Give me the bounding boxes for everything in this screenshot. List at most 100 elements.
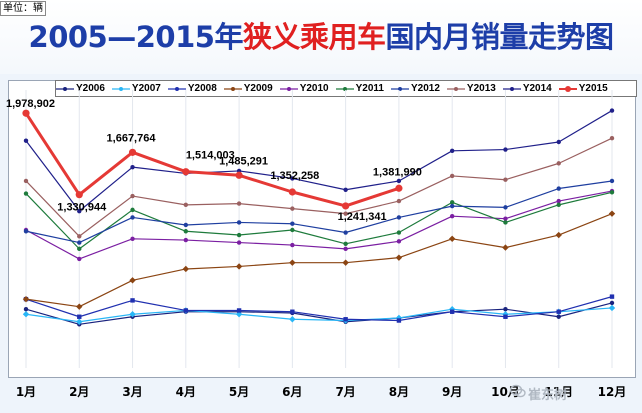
data-point-y2010 [503, 216, 508, 221]
data-point-y2011 [556, 202, 561, 208]
data-point-y2010 [77, 256, 82, 262]
legend-label: Y2007 [131, 83, 161, 94]
unit-label: 单位：辆 [0, 1, 46, 16]
data-point-y2014 [396, 178, 402, 184]
legend-label: Y2009 [243, 83, 273, 94]
data-point-y2012 [130, 215, 135, 220]
legend-label: Y2006 [76, 83, 105, 94]
x-tick-label: 8月 [389, 385, 409, 399]
data-point-y2007 [129, 311, 136, 318]
x-tick-label: 9月 [442, 385, 462, 399]
legend-label: Y2011 [355, 83, 384, 94]
data-point-y2012 [236, 220, 242, 225]
data-point-y2011 [290, 227, 295, 233]
data-point-y2011 [130, 207, 135, 213]
legend-swatch [390, 86, 409, 91]
data-point-y2011 [609, 190, 615, 195]
data-point-y2007 [235, 311, 243, 318]
legend-label: Y2008 [187, 83, 217, 94]
data-point-y2009 [235, 263, 243, 270]
legend-swatch [223, 86, 242, 91]
data-label: 1,241,341 [338, 211, 387, 223]
legend-label: Y2013 [466, 83, 496, 94]
chart-title-rest: 国内月销量走势图 [385, 20, 614, 54]
data-point-y2008 [343, 317, 348, 322]
data-point-y2011 [23, 191, 29, 196]
x-tick-label: 7月 [335, 385, 355, 399]
data-point-y2009 [502, 244, 509, 251]
data-point-y2013 [23, 178, 29, 184]
data-point-y2013 [396, 198, 402, 204]
data-point-y2006 [503, 307, 508, 312]
data-point-y2008 [609, 294, 615, 299]
legend-swatch [446, 86, 465, 91]
data-point-y2009 [448, 235, 456, 242]
data-point-y2014 [503, 147, 508, 152]
data-point-y2009 [129, 277, 136, 284]
chart-title-highlight: 狭义乘用车 [242, 20, 386, 54]
data-point-y2015 [342, 202, 350, 210]
data-point-y2011 [183, 229, 189, 234]
legend-item-y2014: Y2014 [502, 83, 552, 94]
data-point-y2009 [342, 259, 349, 266]
legend-swatch [335, 86, 354, 91]
data-label: 1,514,003 [186, 150, 235, 162]
data-point-y2013 [449, 173, 455, 179]
x-tick-label: 3月 [122, 385, 142, 399]
data-point-y2008 [236, 308, 242, 313]
legend-item-y2006: Y2006 [56, 83, 105, 94]
data-label: 1,978,902 [6, 98, 55, 110]
title-band [0, 0, 642, 74]
data-point-y2006 [556, 314, 561, 319]
data-point-y2012 [290, 221, 295, 226]
data-point-y2012 [449, 203, 455, 209]
data-point-y2014 [556, 139, 561, 145]
legend-item-y2009: Y2009 [223, 83, 273, 94]
data-point-y2008 [556, 309, 561, 314]
data-point-y2009 [22, 295, 30, 303]
legend-swatch [558, 85, 577, 92]
data-point-y2009 [395, 254, 403, 261]
legend-label: Y2015 [578, 83, 608, 94]
legend-label: Y2010 [299, 83, 329, 94]
legend-item-y2007: Y2007 [111, 83, 161, 94]
legend-label: Y2014 [522, 83, 552, 94]
data-point-y2010 [449, 213, 455, 219]
data-point-y2013 [343, 211, 348, 216]
legend: Y2006 Y2007 Y2008 Y2009 Y2010 Y2011 Y2012 Y2013… [55, 80, 637, 97]
data-label: 1,667,764 [107, 132, 157, 144]
data-point-y2010 [236, 240, 242, 245]
data-point-y2014 [343, 187, 348, 192]
legend-label: Y2012 [410, 83, 440, 94]
data-point-y2013 [183, 202, 189, 208]
data-point-y2009 [289, 259, 296, 266]
data-point-y2007 [608, 304, 616, 312]
data-point-y2008 [503, 314, 508, 319]
data-point-y2013 [503, 177, 508, 182]
data-point-y2010 [343, 246, 348, 252]
data-point-y2014 [77, 208, 82, 214]
series-line-y2011 [25, 191, 613, 250]
chart-title-years: 2005—2015年 [28, 20, 244, 54]
data-point-y2011 [343, 241, 348, 247]
data-point-y2009 [608, 210, 616, 217]
x-tick-label: 5月 [229, 385, 249, 399]
data-point-y2007 [76, 318, 83, 325]
data-point-y2010 [290, 242, 295, 248]
legend-swatch [279, 86, 298, 91]
data-point-y2006 [23, 307, 29, 312]
data-point-y2006 [609, 300, 615, 306]
series-line-y2008 [25, 296, 613, 322]
series-line-y2006 [25, 302, 613, 325]
data-point-y2013 [77, 234, 82, 239]
legend-item-y2015: Y2015 [558, 83, 608, 94]
data-point-y2009 [182, 265, 190, 273]
x-tick-label: 12月 [598, 385, 627, 399]
data-point-y2012 [77, 240, 82, 245]
data-point-y2015 [235, 171, 243, 179]
data-point-y2013 [130, 193, 135, 199]
series-line-y2010 [25, 190, 613, 260]
data-point-y2011 [449, 200, 455, 205]
data-point-y2009 [555, 231, 562, 239]
legend-item-y2011: Y2011 [335, 83, 384, 94]
